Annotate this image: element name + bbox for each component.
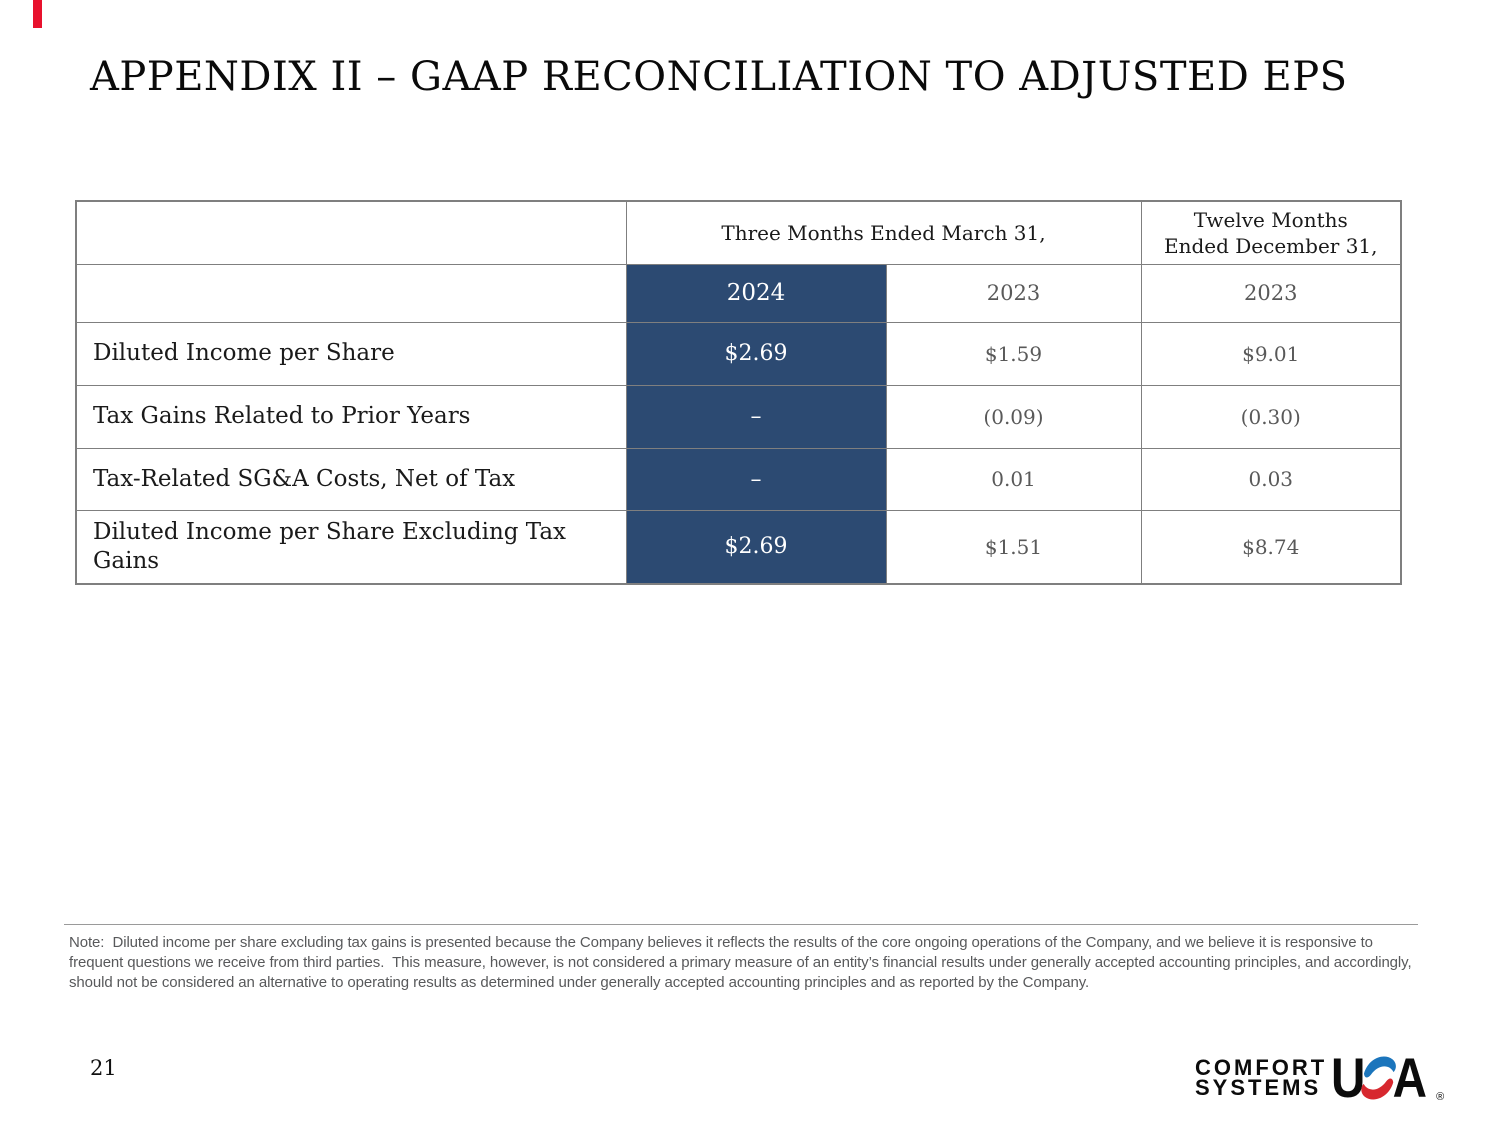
page-number: 21 bbox=[90, 1056, 117, 1080]
value-2023-full-year: (0.30) bbox=[1140, 384, 1402, 449]
value-2024: $2.69 bbox=[625, 321, 887, 386]
value-2023-quarter: (0.09) bbox=[885, 384, 1142, 449]
table-group-header-row: Three Months Ended March 31, Twelve Mont… bbox=[75, 200, 1402, 265]
value-2024: – bbox=[625, 384, 887, 449]
gaap-reconciliation-table: Three Months Ended March 31, Twelve Mont… bbox=[75, 200, 1402, 585]
value-2023-quarter: $1.59 bbox=[885, 321, 1142, 386]
row-label: Diluted Income per Share bbox=[75, 321, 627, 386]
table-row: Diluted Income per Share Excluding Tax G… bbox=[75, 509, 1402, 585]
accent-bar bbox=[33, 0, 42, 28]
value-2023-full-year: 0.03 bbox=[1140, 447, 1402, 511]
year-header-2024: 2024 bbox=[625, 263, 887, 323]
col-group-twelve-months: Twelve Months Ended December 31, bbox=[1140, 200, 1402, 265]
row-label: Tax-Related SG&A Costs, Net of Tax bbox=[75, 447, 627, 511]
comfort-systems-usa-logo: COMFORT SYSTEMS U A ® bbox=[1195, 1050, 1444, 1106]
value-2023-full-year: $8.74 bbox=[1140, 509, 1402, 585]
value-2024: – bbox=[625, 447, 887, 511]
logo-letter-u: U bbox=[1331, 1046, 1366, 1109]
table-year-header-row: 2024 2023 2023 bbox=[75, 263, 1402, 323]
usa-swoosh-s-icon bbox=[1361, 1056, 1397, 1100]
year-header-2023-full-year: 2023 bbox=[1140, 263, 1402, 323]
table-row: Tax-Related SG&A Costs, Net of Tax – 0.0… bbox=[75, 447, 1402, 511]
col-group-three-months: Three Months Ended March 31, bbox=[625, 200, 1142, 265]
row-label: Diluted Income per Share Excluding Tax G… bbox=[75, 509, 627, 585]
page-title: APPENDIX II – GAAP RECONCILIATION TO ADJ… bbox=[90, 54, 1348, 100]
empty-header-cell bbox=[75, 200, 627, 265]
value-2024: $2.69 bbox=[625, 509, 887, 585]
twelve-months-label-line1: Twelve Months bbox=[1193, 207, 1348, 232]
table-row: Diluted Income per Share $2.69 $1.59 $9.… bbox=[75, 321, 1402, 386]
registered-trademark-icon: ® bbox=[1436, 1091, 1445, 1103]
footnote: Note: Diluted income per share excluding… bbox=[69, 934, 1416, 991]
table-row: Tax Gains Related to Prior Years – (0.09… bbox=[75, 384, 1402, 449]
logo-word-systems: SYSTEMS bbox=[1195, 1075, 1322, 1100]
value-2023-quarter: $1.51 bbox=[885, 509, 1142, 585]
three-months-label: Three Months Ended March 31, bbox=[721, 220, 1046, 245]
year-header-2023-quarter: 2023 bbox=[885, 263, 1142, 323]
logo-wordmark: COMFORT SYSTEMS bbox=[1195, 1054, 1328, 1100]
value-2023-quarter: 0.01 bbox=[885, 447, 1142, 511]
logo-word-comfort: COMFORT bbox=[1195, 1054, 1328, 1080]
twelve-months-label-line2: Ended December 31, bbox=[1163, 233, 1378, 258]
footnote-divider bbox=[64, 924, 1418, 925]
row-label: Tax Gains Related to Prior Years bbox=[75, 384, 627, 449]
logo-letter-a: A bbox=[1392, 1046, 1428, 1109]
logo-usa: U A bbox=[1331, 1050, 1427, 1106]
empty-header-cell bbox=[75, 263, 627, 323]
value-2023-full-year: $9.01 bbox=[1140, 321, 1402, 386]
